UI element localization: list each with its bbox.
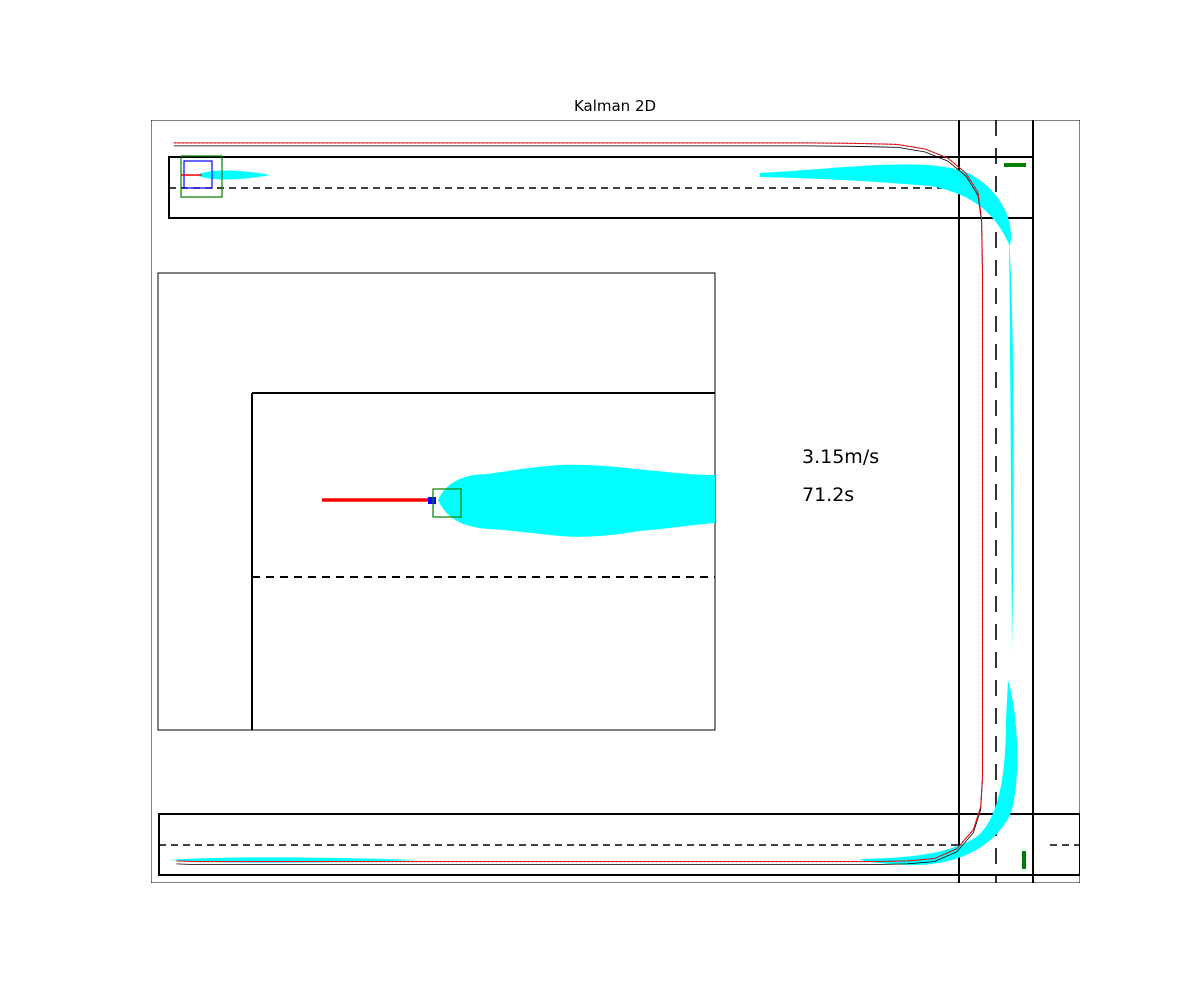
inset-uncertainty [438,464,715,537]
uncertainty-bottom-right-turn [860,680,1018,866]
inset-panel [157,272,716,731]
series-layer [173,142,984,865]
vehicle-box [180,155,223,198]
main-uncertainty-band [170,164,1018,866]
road-layer [158,120,1080,883]
uncertainty-top-right-turn [760,164,1011,246]
speed-readout: 3.15m/s [802,446,879,468]
traffic-signal-markers [1004,163,1026,869]
chart-title: Kalman 2D [574,97,656,115]
time-readout: 71.2s [802,484,854,506]
uncertainty-right-middle [1009,240,1014,650]
inset-current-point [428,497,436,504]
estimate-line [173,142,983,863]
plot-area [151,120,1080,883]
vehicle-markers [180,155,223,198]
uncertainty-top-left [197,170,270,180]
inset-vehicle-box [432,488,462,518]
